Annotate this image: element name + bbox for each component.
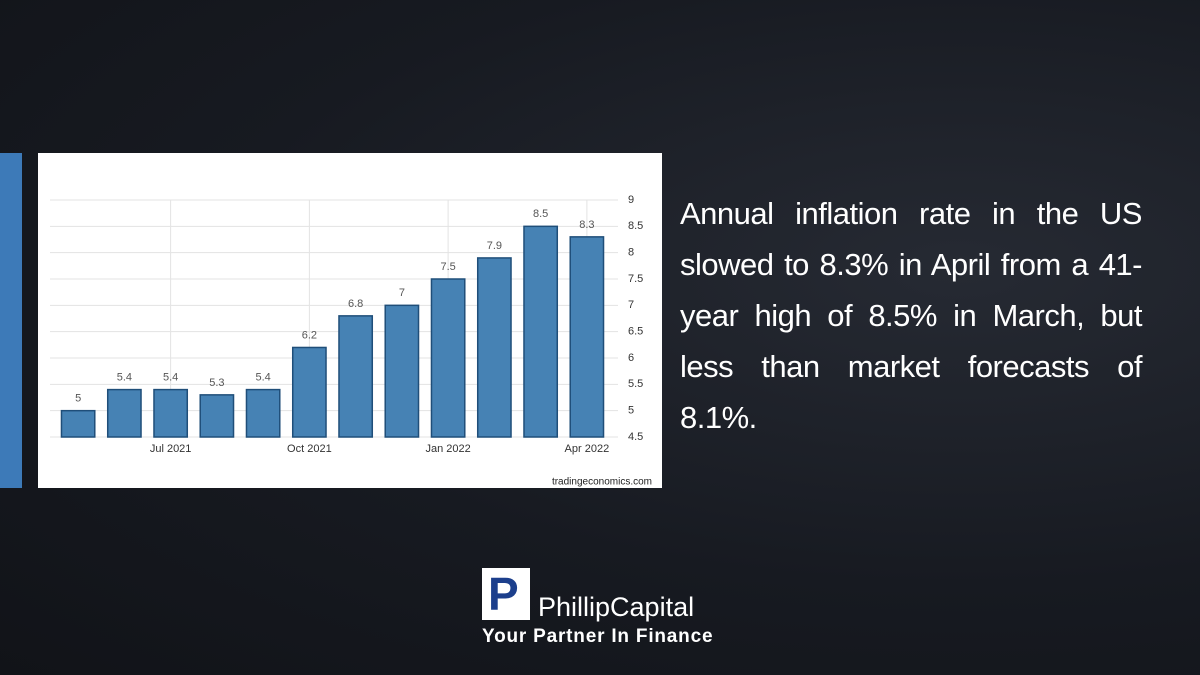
value-label: 7 (399, 287, 405, 299)
bar (106, 388, 142, 438)
source-label: tradingeconomics.com (552, 477, 652, 488)
value-label: 8.5 (533, 208, 548, 220)
value-label: 8.3 (579, 219, 594, 231)
y-tick-label: 5 (628, 405, 634, 417)
y-tick-label: 8 (628, 247, 634, 259)
brand-name: PhillipCapital (538, 592, 695, 622)
value-label: 5.3 (209, 377, 224, 389)
brand-tagline: Your Partner In Finance (482, 626, 714, 647)
bar (199, 394, 235, 438)
bar (569, 236, 605, 438)
x-tick-label: Apr 2022 (565, 443, 610, 455)
chart-panel: tradingeconomics.com 4.5 5 5.5 6 6.5 7 7.5 8 8.5… (38, 153, 662, 488)
x-tick-label: Jan 2022 (425, 443, 470, 455)
bar (60, 409, 96, 438)
caption: Annual inflation rate in the US slowed t… (680, 196, 1143, 435)
x-tick-label: Jul 2021 (150, 443, 192, 455)
bar (153, 388, 189, 438)
value-label: 5 (75, 393, 81, 405)
bar (245, 388, 281, 438)
chart: tradingeconomics.com 4.5 5 5.5 6 6.5 7 7.5 8 8.5… (50, 194, 652, 488)
value-label: 5.4 (255, 372, 270, 384)
y-tick-label: 8.5 (628, 220, 643, 232)
bar (430, 278, 466, 438)
accent-strip (0, 153, 22, 488)
value-label: 5.4 (117, 372, 132, 384)
y-tick-label: 5.5 (628, 378, 643, 390)
logo: P (482, 568, 530, 620)
logo-mark: P (488, 568, 519, 620)
bar (291, 346, 327, 438)
bar (523, 225, 559, 438)
y-tick-label: 7.5 (628, 273, 643, 285)
value-label: 5.4 (163, 372, 178, 384)
value-label: 6.2 (302, 329, 317, 341)
y-tick-label: 4.5 (628, 431, 643, 443)
value-label: 7.9 (487, 240, 502, 252)
value-label: 7.5 (440, 261, 455, 273)
y-tick-label: 6 (628, 352, 634, 364)
y-tick-label: 9 (628, 194, 634, 206)
y-tick-label: 7 (628, 299, 634, 311)
y-tick-label: 6.5 (628, 326, 643, 338)
bar (476, 257, 512, 438)
bar (338, 315, 374, 438)
bar (384, 304, 420, 438)
x-tick-label: Oct 2021 (287, 443, 332, 455)
value-label: 6.8 (348, 298, 363, 310)
